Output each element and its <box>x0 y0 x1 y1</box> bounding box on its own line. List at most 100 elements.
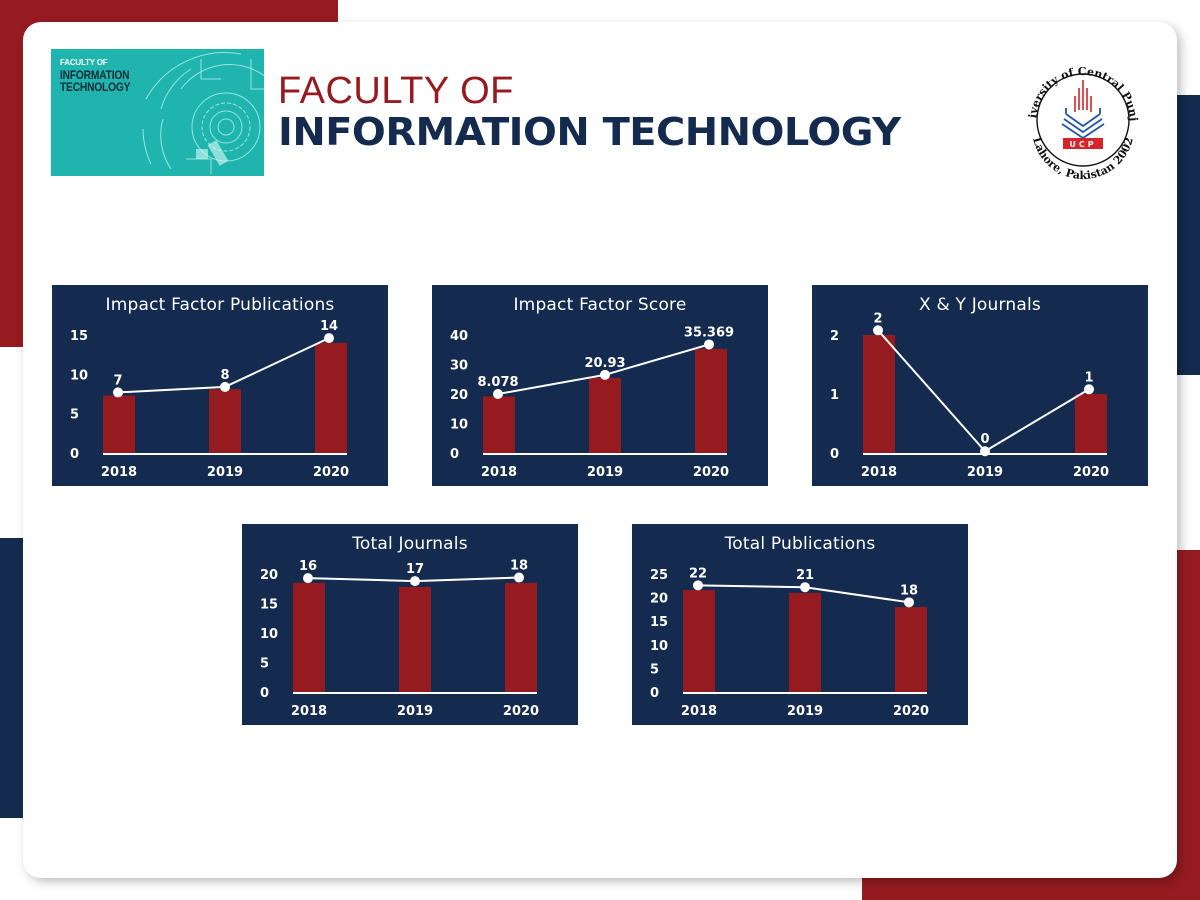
data-point-marker <box>303 573 313 584</box>
data-point-marker <box>113 387 123 398</box>
y-tick-label: 10 <box>70 368 88 383</box>
x-tick-label: 2018 <box>681 704 717 719</box>
chart-plot: 0 5 10 15 2018 2019 2020 7 8 14 <box>70 319 349 480</box>
chart-xy-journals: X & Y Journals 0 1 2 2018 2019 2020 2 0 1 <box>812 285 1148 486</box>
value-label: 17 <box>406 562 424 577</box>
value-label: 0 <box>980 432 989 447</box>
x-tick-label: 2020 <box>693 465 729 480</box>
banner-line-2: INFORMATION <box>60 68 130 82</box>
chart-total-journals: Total Journals 0 5 10 15 20 2018 2019 2020 16 17 1… <box>242 524 578 725</box>
bar <box>315 342 347 453</box>
faculty-banner-image: FACULTY OF INFORMATION TECHNOLOGY <box>51 49 264 176</box>
tech-circuit-decoration-icon <box>142 52 264 174</box>
value-label: 18 <box>510 559 528 574</box>
x-tick-label: 2018 <box>861 465 897 480</box>
y-tick-label: 0 <box>650 686 659 701</box>
logo-badge-text: UCP <box>1069 140 1096 149</box>
data-point-marker <box>693 580 703 591</box>
x-tick-label: 2019 <box>967 465 1003 480</box>
data-point-marker <box>324 333 334 344</box>
y-tick-label: 15 <box>650 615 668 630</box>
value-label: 35.369 <box>684 325 734 340</box>
chart-title: X & Y Journals <box>919 295 1041 315</box>
y-tick-label: 40 <box>450 329 468 344</box>
x-tick-label: 2019 <box>207 465 243 480</box>
y-tick-label: 0 <box>830 447 839 462</box>
university-logo: University of Central Punjab Lahore, Pak… <box>1013 42 1148 182</box>
bar <box>1075 394 1107 453</box>
ucp-seal-icon: University of Central Punjab Lahore, Pak… <box>1013 42 1140 182</box>
value-label: 7 <box>113 373 122 388</box>
value-label: 2 <box>873 311 882 326</box>
x-tick-label: 2020 <box>893 704 929 719</box>
y-tick-label: 2 <box>830 329 839 344</box>
banner-line-3: TECHNOLOGY <box>60 80 131 94</box>
y-tick-label: 0 <box>450 447 459 462</box>
y-tick-label: 5 <box>70 408 79 423</box>
x-tick-label: 2018 <box>291 704 327 719</box>
data-point-marker <box>514 572 524 583</box>
y-tick-label: 30 <box>450 359 468 374</box>
data-point-marker <box>1084 384 1094 395</box>
x-tick-label: 2020 <box>1073 465 1109 480</box>
y-tick-label: 15 <box>260 598 278 613</box>
x-tick-label: 2019 <box>787 704 823 719</box>
y-tick-label: 5 <box>650 662 659 677</box>
chart-impact-factor-publications: Impact Factor Publications 0 5 10 15 2018 201… <box>52 285 388 486</box>
data-point-marker <box>904 597 914 608</box>
data-point-marker <box>600 369 610 380</box>
bar <box>863 335 895 453</box>
y-tick-label: 1 <box>830 388 839 403</box>
bar <box>399 586 431 692</box>
data-point-marker <box>220 381 230 392</box>
banner-text: FACULTY OF INFORMATION TECHNOLOGY <box>60 58 143 94</box>
x-tick-label: 2020 <box>313 465 349 480</box>
y-tick-label: 10 <box>650 639 668 654</box>
data-point-marker <box>980 446 990 457</box>
chart-title: Impact Factor Score <box>513 295 687 315</box>
value-label: 21 <box>796 568 814 583</box>
bg-right-navy-block <box>1177 95 1200 375</box>
bg-left-navy-block <box>0 538 23 818</box>
banner-line-1: FACULTY OF <box>60 58 108 67</box>
value-label: 14 <box>320 319 338 334</box>
y-tick-label: 10 <box>260 627 278 642</box>
x-tick-label: 2018 <box>101 465 137 480</box>
bar <box>483 396 515 453</box>
y-tick-label: 15 <box>70 329 88 344</box>
chart-plot: 0 10 20 30 40 2018 2019 2020 8.078 20.93 35.369 <box>450 325 734 480</box>
bar <box>683 590 715 692</box>
bar <box>209 389 241 453</box>
y-tick-label: 10 <box>450 418 468 433</box>
y-tick-label: 5 <box>260 657 269 672</box>
y-tick-label: 20 <box>450 388 468 403</box>
value-label: 22 <box>689 566 707 581</box>
bar <box>895 607 927 692</box>
title-line-2: INFORMATION TECHNOLOGY <box>278 110 901 154</box>
bar <box>589 377 621 453</box>
data-point-marker <box>800 582 810 593</box>
chart-impact-factor-score: Impact Factor Score 0 10 20 30 40 2018 2019 202… <box>432 285 768 486</box>
value-label: 20.93 <box>584 356 625 371</box>
x-tick-label: 2019 <box>587 465 623 480</box>
value-label: 16 <box>299 559 317 574</box>
data-point-marker <box>873 325 883 336</box>
y-tick-label: 0 <box>70 447 79 462</box>
bar <box>103 395 135 453</box>
chart-title: Impact Factor Publications <box>105 295 335 315</box>
value-label: 1 <box>1084 370 1093 385</box>
bar <box>695 348 727 453</box>
data-point-marker <box>704 339 714 350</box>
x-tick-label: 2019 <box>397 704 433 719</box>
bar <box>505 582 537 692</box>
bar <box>789 592 821 692</box>
value-label: 8 <box>220 368 229 383</box>
chart-title: Total Journals <box>352 534 468 554</box>
value-label: 8.078 <box>477 375 518 390</box>
page-title: FACULTY OF INFORMATION TECHNOLOGY <box>278 70 901 154</box>
chart-title: Total Publications <box>724 534 876 554</box>
title-line-1: FACULTY OF <box>278 70 514 112</box>
x-tick-label: 2018 <box>481 465 517 480</box>
y-tick-label: 20 <box>650 592 668 607</box>
